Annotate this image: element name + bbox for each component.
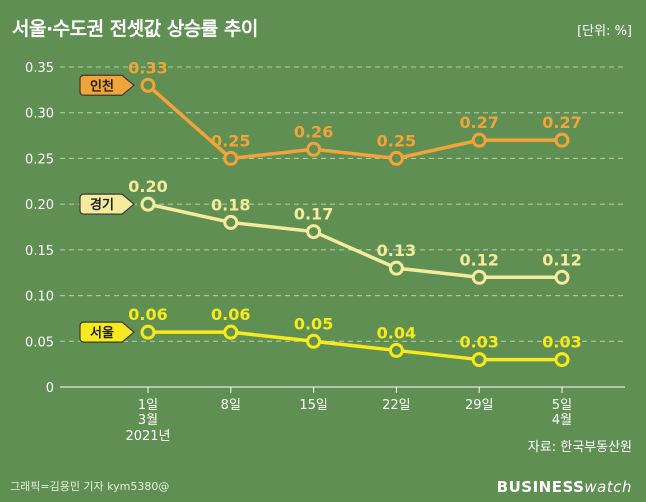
y-tick-label: 0.30 (25, 107, 54, 122)
data-point (306, 141, 322, 157)
legend-label: 경기 (90, 197, 114, 213)
data-point (223, 324, 239, 340)
legend-tag-1 (79, 193, 135, 215)
data-point (471, 132, 487, 148)
x-tick-label: 22일 (382, 398, 411, 413)
data-label: 0.13 (377, 241, 416, 260)
data-label: 0.05 (294, 314, 333, 333)
data-label: 0.33 (128, 58, 167, 77)
data-label: 0.04 (377, 323, 416, 342)
data-label: 0.06 (128, 305, 167, 324)
data-point (471, 269, 487, 285)
y-tick-label: 0.35 (25, 61, 54, 76)
data-label: 0.03 (542, 333, 581, 352)
data-point (554, 132, 570, 148)
data-point (554, 269, 570, 285)
data-point (140, 77, 156, 93)
legend-tag-0 (79, 74, 135, 96)
x-tick-label: 8일 (221, 398, 241, 413)
footer-bar (0, 470, 646, 502)
data-label: 0.06 (211, 305, 250, 324)
brand-logo: BUSINESSwatch (497, 478, 632, 496)
x-tick-label: 29일 (465, 398, 494, 413)
data-point (223, 214, 239, 230)
y-tick-label: 0.10 (25, 290, 54, 305)
series-line-1 (147, 202, 562, 280)
x-tick-label: 15일 (299, 398, 328, 413)
source-label: 자료: 한국부동산원 (527, 440, 632, 455)
data-label: 0.25 (211, 131, 250, 150)
series-line-0 (146, 83, 562, 161)
legend-label: 서울 (90, 325, 114, 341)
x-month-label: 3월 (138, 413, 158, 428)
data-label: 0.26 (294, 122, 333, 141)
x-month-label: 4월 (552, 413, 572, 428)
x-tick-label: 5일 (552, 398, 572, 413)
legend-tag-2 (79, 321, 135, 343)
data-label: 0.27 (542, 113, 581, 132)
data-point (388, 150, 404, 166)
x-tick-label: 1일 (138, 398, 158, 413)
y-tick-label: 0 (46, 381, 54, 396)
chart-title: 서울·수도권 전셋값 상승률 추이 (12, 18, 258, 40)
data-label: 0.12 (542, 250, 581, 269)
data-label: 0.27 (459, 113, 498, 132)
y-tick-label: 0.25 (25, 152, 54, 167)
data-point (388, 342, 404, 358)
brand-sub: watch (584, 478, 632, 496)
y-tick-label: 0.15 (25, 244, 54, 259)
data-label: 0.18 (211, 195, 250, 214)
data-label: 0.12 (459, 250, 498, 269)
legend-label: 인천 (90, 78, 114, 94)
data-point (306, 224, 322, 240)
data-label: 0.25 (377, 131, 416, 150)
series-line-2 (148, 330, 562, 362)
brand-main: BUSINESS (496, 478, 585, 496)
data-point (140, 324, 156, 340)
data-label: 0.20 (128, 177, 167, 196)
unit-label: [단위: %] (577, 24, 632, 39)
y-tick-label: 0.20 (25, 198, 54, 213)
x-year-label: 2021년 (125, 429, 170, 444)
data-label: 0.03 (459, 333, 498, 352)
y-tick-label: 0.05 (25, 335, 54, 350)
data-point (306, 333, 322, 349)
data-point (471, 352, 487, 368)
data-point (223, 150, 239, 166)
data-point (140, 196, 156, 212)
data-label: 0.17 (294, 205, 333, 224)
credit-label: 그래픽=김용민 기자 kym5380@ (10, 480, 170, 493)
data-point (554, 352, 570, 368)
data-point (388, 260, 404, 276)
